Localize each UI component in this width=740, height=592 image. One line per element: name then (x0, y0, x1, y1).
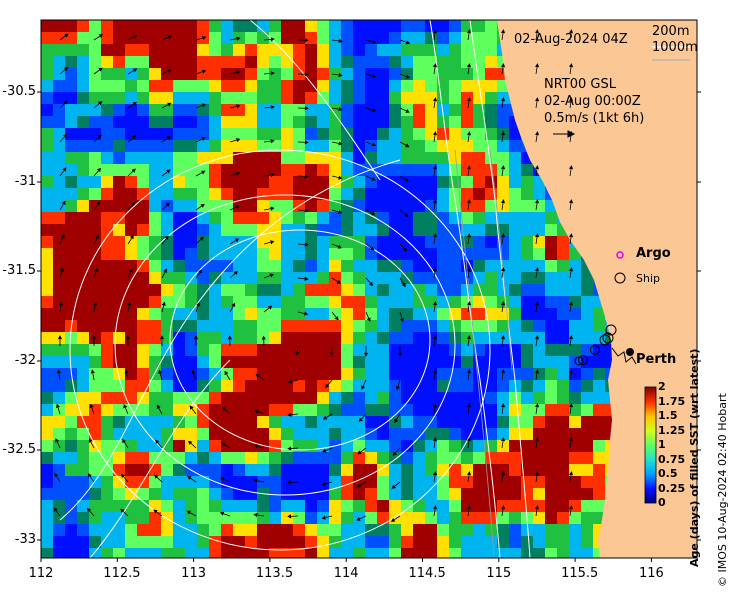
copyright-credit: © IMOS 10-Aug-2024 02:40 Hobart (716, 393, 729, 587)
perth-label: Perth (636, 352, 677, 367)
colorbar-tick-label: 1.75 (658, 394, 686, 408)
argo-legend-label: Argo (636, 246, 671, 261)
y-axis-tick-label: -30.5 (2, 84, 36, 99)
bathymetry-contours (454, 149, 513, 558)
x-axis-tick-label: 113 (181, 566, 206, 581)
colorbar-tick-label: 0.5 (658, 467, 678, 480)
x-axis-tick-label: 112 (28, 566, 54, 581)
colorbar-tick-label: 0 (658, 496, 666, 509)
current-product-label: NRT00 GSL (544, 77, 616, 92)
x-axis-tick-label: 114 (333, 566, 359, 581)
y-axis-tick-label: -31 (14, 174, 36, 189)
colorbar-title: Age (days) of filled SST (wrt latest) (688, 348, 701, 567)
colorbar (644, 386, 657, 504)
colorbar-tick-label: 1 (658, 438, 666, 451)
colorbar-tick-label: 1.25 (658, 423, 686, 437)
y-axis-tick-label: -31.5 (2, 263, 36, 278)
colorbar-tick-label: 0.25 (658, 481, 686, 495)
perth-marker-icon (626, 348, 634, 356)
plot-frame (40, 19, 698, 559)
x-axis-tick-label: 112.5 (103, 566, 141, 581)
x-axis-tick-label: 115.5 (561, 566, 599, 581)
argo-marker-icon (616, 251, 624, 259)
ship-track (611, 347, 637, 365)
y-axis-tick-label: -33 (14, 532, 36, 547)
ship-positions (574, 324, 617, 366)
x-axis-tick-label: 113.5 (255, 566, 294, 581)
current-time-label: 02-Aug 00:00Z (544, 94, 641, 109)
current-vectors (53, 29, 574, 522)
current-scale-label: 0.5m/s (1kt 6h) (544, 111, 645, 126)
current-scale-arrow (553, 130, 576, 138)
colorbar-tick-label: 0.75 (658, 452, 686, 466)
map-timestamp: 02-Aug-2024 04Z (514, 32, 628, 47)
contour-label-1000m: 1000m (652, 40, 698, 55)
contour-label-200m: 200m (652, 24, 690, 39)
depth-contours (59, 20, 531, 558)
y-axis-tick-label: -32 (14, 353, 36, 368)
x-axis-tick-label: 115 (486, 566, 512, 581)
x-axis-tick-label: 114.5 (408, 566, 446, 581)
colorbar-tick-label: 1.5 (658, 409, 678, 422)
ship-legend-label: Ship (636, 272, 660, 285)
y-axis-tick-label: -32.5 (2, 442, 36, 457)
colorbar-tick-label: 2 (658, 380, 666, 393)
x-axis-tick-label: 116 (638, 566, 664, 581)
ship-marker-icon (614, 272, 626, 284)
